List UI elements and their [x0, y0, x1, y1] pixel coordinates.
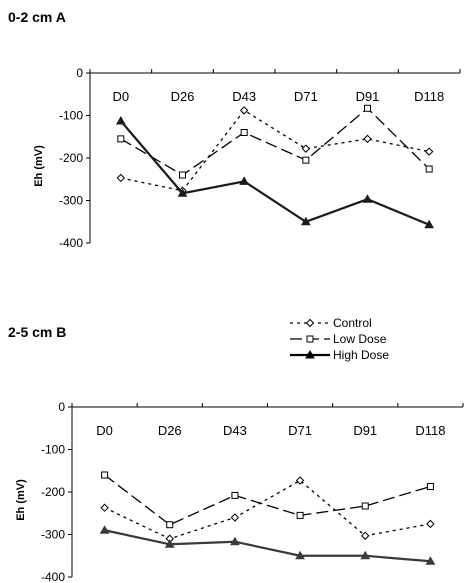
panel-b-x-tick-label: D0	[96, 423, 113, 438]
panel-a-series-line	[120, 109, 430, 192]
panel-b-chart: 0 -100 -200 -300 -400 D0 D26 D43 D71 D91 D118 Eh (m…	[15, 400, 464, 583]
panel-a-data-point	[239, 106, 249, 115]
panel-a-data-point	[302, 156, 310, 164]
panel-b-data-point	[230, 536, 240, 546]
panel-b-data-point	[296, 511, 304, 519]
panel-a-x-tick-label: D43	[232, 89, 256, 104]
panel-b-y-tick-label: -200	[41, 485, 65, 499]
panel-a-data-point	[425, 165, 433, 173]
panel-a-x-tick-label: D71	[294, 89, 318, 104]
panel-a-y-axis-title: Eh (mV)	[33, 145, 45, 187]
panel-a-y-tick-label: -300	[59, 194, 83, 208]
panel-a-data-point	[116, 173, 126, 183]
panel-a-data-point	[115, 116, 126, 125]
panel-a-chart: 0 -100 -200 -300 -400 D0 D26 D43 D71 D91 D118 Eh (m…	[33, 66, 461, 250]
panel-a-x-tick-label: D26	[171, 89, 195, 104]
panel-a-x-tick-label: D91	[356, 89, 380, 104]
panel-b-data-point	[230, 513, 240, 522]
legend-marker	[305, 318, 315, 328]
legend-marker	[306, 335, 314, 343]
panel-a-data-point	[301, 144, 311, 153]
legend-label: High Dose	[333, 348, 389, 362]
panel-a-data-point	[239, 176, 250, 185]
panel-b-data-point	[231, 491, 239, 499]
panel-a-y-tick-label: -400	[59, 236, 83, 250]
panel-b-x-tick-label: D71	[288, 423, 312, 438]
panel-a-y-tick-label: -200	[59, 151, 83, 165]
panel-a-series-line	[119, 120, 430, 226]
panel-b-data-point	[426, 519, 435, 529]
panel-b-data-point	[295, 476, 305, 485]
panel-b-data-point	[295, 550, 305, 560]
panel-a-series-line	[120, 107, 430, 176]
panel-b-y-tick-label: -100	[41, 443, 65, 457]
legend: Control Low Dose High Dose	[290, 316, 389, 362]
panel-b-y-tick-label: -300	[41, 528, 65, 542]
panel-b-data-point	[361, 502, 369, 510]
panel-a-y-tick-label: 0	[76, 66, 83, 80]
panel-b-data-point	[100, 503, 109, 512]
panel-b-y-tick-label: 0	[58, 400, 65, 414]
panel-b-x-tick-label: D91	[353, 423, 377, 438]
panel-a-x-tick-label: D118	[414, 89, 444, 104]
panel-b-y-tick-label: -400	[41, 570, 65, 583]
panel-b-data-point	[101, 471, 109, 479]
panel-a-data-point	[300, 216, 311, 226]
legend-label: Control	[333, 316, 372, 330]
panel-b-y-axis-title: Eh (mV)	[15, 479, 27, 521]
legend-marker	[305, 349, 315, 359]
panel-b-data-point	[360, 550, 371, 560]
panel-a-title: 0-2 cm A	[8, 9, 66, 25]
panel-b-data-point	[361, 531, 370, 540]
panel-a-data-point	[177, 188, 188, 197]
panel-a-data-point	[362, 194, 373, 203]
panel-a-data-point	[363, 134, 372, 144]
panel-b-data-point	[426, 482, 434, 490]
panel-b-x-tick-label: D43	[223, 423, 247, 438]
panel-b-series-line	[104, 474, 431, 526]
panel-b-x-tick-label: D26	[158, 423, 182, 438]
panel-b-data-point	[99, 525, 110, 534]
legend-label: Low Dose	[333, 332, 387, 346]
panel-a-data-point	[240, 129, 248, 136]
panel-a-data-point	[424, 219, 435, 229]
panel-b-x-tick-label: D118	[415, 423, 445, 438]
panel-a-data-point	[364, 104, 371, 112]
panel-a-data-point	[179, 171, 186, 179]
panel-b-data-point	[166, 521, 174, 529]
panel-b-data-point	[425, 556, 436, 565]
panel-b-series-line	[104, 479, 431, 540]
panel-b-title: 2-5 cm B	[8, 324, 66, 340]
panel-b-series-line	[104, 529, 431, 563]
panel-a-x-tick-label: D0	[113, 89, 130, 104]
panel-b-data-point	[164, 539, 175, 548]
panel-a-data-point	[117, 135, 125, 143]
panel-a-y-tick-label: -100	[59, 109, 83, 123]
panel-a-data-point	[424, 147, 434, 156]
